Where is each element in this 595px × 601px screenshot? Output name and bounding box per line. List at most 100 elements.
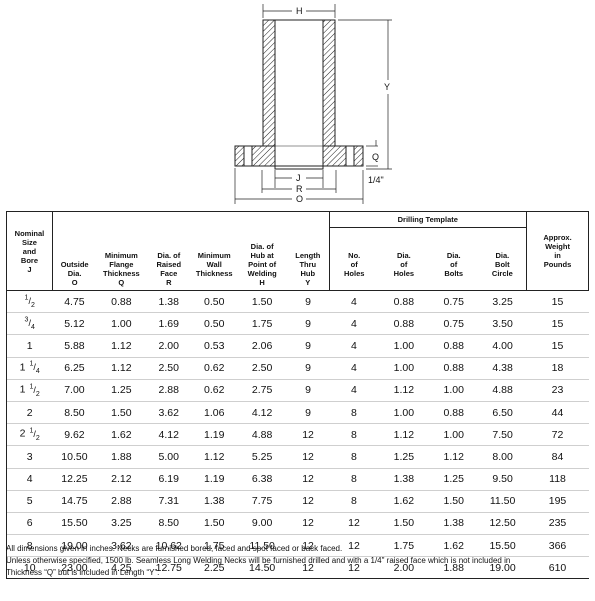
cell-od: 15.50 xyxy=(52,511,97,535)
table-row: 8 19.00 3.62 10.62 1.75 11.50 12 12 1.75 1.62 15.5… xyxy=(6,534,589,557)
footnote-line: All dimensions given in inches. Necks ar… xyxy=(6,544,343,553)
cell-od: 12.25 xyxy=(52,467,97,491)
cell-weight: 366 xyxy=(526,534,589,557)
cell-holes: 8 xyxy=(329,489,379,513)
cell-y: 9 xyxy=(287,356,330,380)
cell-holes: 12 xyxy=(329,556,379,580)
cell-h: 1.50 xyxy=(251,295,273,308)
cell-wall: 1.06 xyxy=(191,400,238,424)
cell-nominal-size: 1 1/2 xyxy=(6,378,53,402)
cell-wall: 1.50 xyxy=(191,511,238,535)
cell-holes: 4 xyxy=(351,295,357,308)
cell-bolt-circle: 19.00 xyxy=(478,556,527,580)
cell-r: 6.19 xyxy=(146,467,192,491)
cell-nominal-size: 1/2 xyxy=(6,290,53,313)
cell-q: 3.62 xyxy=(96,534,147,557)
table-row: 3/4 5.12 1.00 1.69 0.50 1.75 9 4 0.88 0.75 3.50 15 xyxy=(6,312,589,335)
cell-holes: 8 xyxy=(329,400,379,424)
cell-hole-dia: 1.62 xyxy=(378,489,429,513)
table-row: 6 15.50 3.25 8.50 1.50 9.00 12 12 1.50 1.38 12.50 2… xyxy=(6,511,589,535)
cell-bolt-circle: 3.50 xyxy=(478,312,527,335)
cell-hole-dia: 0.88 xyxy=(378,312,429,335)
cell-wall: 2.25 xyxy=(191,556,238,580)
cell-q: 2.12 xyxy=(96,467,147,491)
cell-bolt-dia: 0.75 xyxy=(443,295,464,308)
cell-y: 9 xyxy=(287,400,330,424)
cell-bolt-dia: 0.88 xyxy=(428,356,479,380)
cell-h: 1.75 xyxy=(237,312,288,335)
dim-j-label: J xyxy=(296,173,301,183)
header-outside-dia: Outside Dia. O xyxy=(52,211,97,291)
cell-hole-dia: 0.88 xyxy=(393,295,415,308)
cell-y: 12 xyxy=(287,489,330,513)
flange-right xyxy=(322,145,364,167)
cell-nominal-size: 1 1/4 xyxy=(6,356,53,380)
cell-weight: 235 xyxy=(526,511,589,535)
cell-wall: 0.50 xyxy=(203,295,225,308)
cell-h: 5.25 xyxy=(237,445,288,468)
cell-hole-dia: 1.00 xyxy=(378,334,429,358)
header-hub-dia: Dia. of Hub at Point of Welding H xyxy=(237,211,288,291)
cell-y: 12 xyxy=(287,445,330,468)
cell-wall: 0.53 xyxy=(191,334,238,358)
cell-bolt-dia: 1.12 xyxy=(428,445,479,468)
table-row: 1 1/2 7.00 1.25 2.88 0.62 2.75 9 4 1.12 1.00 4.88 23 xyxy=(6,378,589,402)
cell-holes: 12 xyxy=(329,511,379,535)
cell-q: 1.25 xyxy=(96,378,147,402)
table-row: 4 12.25 2.12 6.19 1.19 6.38 12 8 1.38 1.25 9.50 118 xyxy=(6,467,589,491)
cell-bolt-dia: 1.00 xyxy=(428,423,479,446)
cell-bolt-circle: 8.00 xyxy=(478,445,527,468)
cell-y: 12 xyxy=(287,467,330,491)
cell-weight: 610 xyxy=(526,556,589,580)
cell-nominal-size: 5 xyxy=(6,489,53,513)
cell-y: 12 xyxy=(287,556,330,580)
cell-holes: 8 xyxy=(329,445,379,468)
cell-wall: 0.62 xyxy=(191,378,238,402)
cell-r: 12.75 xyxy=(146,556,192,580)
cell-weight: 118 xyxy=(526,467,589,491)
cell-od: 7.00 xyxy=(52,378,97,402)
cell-y: 12 xyxy=(287,534,330,557)
cell-hole-dia: 1.00 xyxy=(378,356,429,380)
cell-wall: 0.62 xyxy=(191,356,238,380)
header-drilling-template: Drilling Template xyxy=(329,211,528,228)
table-row: 10 23.00 4.25 12.75 2.25 14.50 12 12 2.00 1.88 19.… xyxy=(6,556,589,580)
cell-nominal-size: 2 1/2 xyxy=(6,423,53,446)
cell-od: 9.62 xyxy=(52,423,97,446)
neck-wall-left xyxy=(262,19,276,147)
cell-holes: 12 xyxy=(329,534,379,557)
cell-hole-dia: 1.00 xyxy=(378,400,429,424)
cell-q: 0.88 xyxy=(111,295,132,308)
neck-wall-right xyxy=(322,19,336,147)
cell-q: 1.88 xyxy=(96,445,147,468)
cell-bolt-dia: 1.25 xyxy=(428,467,479,491)
footnote-line: Unless otherwise specified, 1500 lb. Sea… xyxy=(6,556,511,565)
cell-h: 2.75 xyxy=(237,378,288,402)
cell-y: 9 xyxy=(305,295,311,308)
table-row: 5 14.75 2.88 7.31 1.38 7.75 12 8 1.62 1.50 11.50 19… xyxy=(6,489,589,513)
table-row: 3 10.50 1.88 5.00 1.12 5.25 12 8 1.25 1.12 8.00 84 xyxy=(6,445,589,468)
header-bolt-circle: Dia. Bolt Circle xyxy=(478,227,528,291)
cell-holes: 8 xyxy=(329,423,379,446)
cell-h: 7.75 xyxy=(237,489,288,513)
cell-weight: 44 xyxy=(526,400,589,424)
cell-holes: 4 xyxy=(329,312,379,335)
cell-od: 4.75 xyxy=(64,295,85,308)
dim-o-label: O xyxy=(296,194,303,204)
cell-od: 14.75 xyxy=(52,489,97,513)
cell-bolt-dia: 1.38 xyxy=(428,511,479,535)
cell-weight: 195 xyxy=(526,489,589,513)
cell-r: 5.00 xyxy=(146,445,192,468)
cell-bolt-dia: 0.88 xyxy=(428,400,479,424)
cell-r: 1.38 xyxy=(158,295,179,308)
cell-bolt-dia: 1.88 xyxy=(428,556,479,580)
cell-h: 14.50 xyxy=(237,556,288,580)
cell-h: 4.88 xyxy=(237,423,288,446)
cell-nominal-size: 2 xyxy=(6,400,53,424)
cell-bolt-circle: 9.50 xyxy=(478,467,527,491)
cell-weight: 72 xyxy=(526,423,589,446)
cell-wall: 0.50 xyxy=(191,312,238,335)
cell-r: 7.31 xyxy=(146,489,192,513)
cell-nominal-size: 4 xyxy=(6,467,53,491)
cell-y: 9 xyxy=(287,312,330,335)
